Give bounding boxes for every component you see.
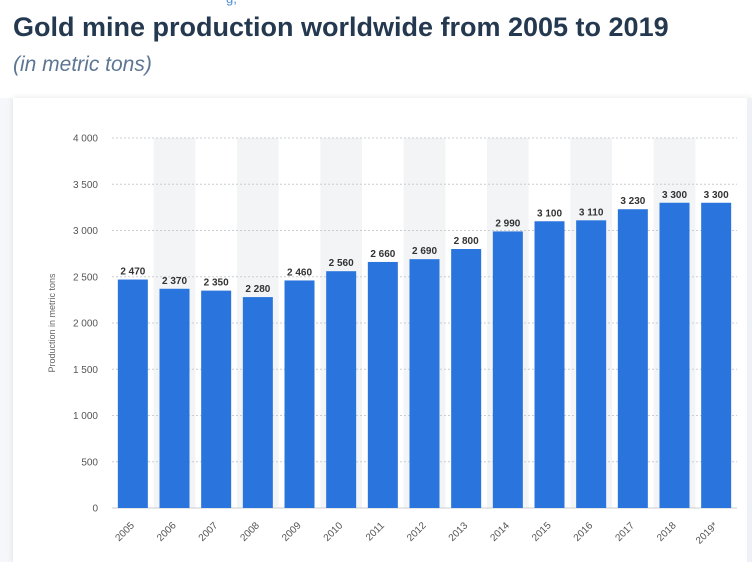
value-label: 2 660 [370,249,395,260]
header-area: g, Gold mine production worldwide from 2… [0,0,752,98]
bar [201,290,232,508]
bar [451,249,482,508]
y-tick-label: 3 000 [73,226,98,237]
bar [534,221,565,508]
bars [117,202,732,509]
x-tick-label: 2019* [694,520,720,546]
value-label: 2 280 [245,284,270,295]
x-tick-label: 2005 [113,520,137,544]
x-tick-label: 2007 [197,520,221,544]
value-label: 3 110 [579,207,604,218]
bar [659,202,690,508]
value-label: 3 100 [537,208,562,219]
bar [617,209,648,508]
value-labels: 2 470 2 370 2 350 2 280 2 460 2 560 2 660 2 690… [120,190,729,295]
y-axis-ticks: 0 500 1 000 1 500 2 000 2 500 3 000 3 500 4 000 [73,134,98,515]
x-tick-label: 2018 [655,520,679,544]
chart-card: 0 500 1 000 1 500 2 000 2 500 3 000 3 500 4 000 … [13,98,752,562]
y-tick-label: 3 500 [73,180,98,191]
value-label: 2 470 [120,267,145,278]
x-tick-label: 2014 [488,520,512,544]
value-label: 2 460 [287,267,312,278]
bar [367,261,398,508]
x-tick-label: 2013 [447,520,471,544]
bar [242,297,273,508]
y-tick-label: 1 500 [73,365,98,376]
y-tick-label: 2 500 [73,272,98,283]
y-axis-label: Production in metric tons [47,273,57,373]
value-label: 3 300 [704,190,729,201]
bar [409,259,440,508]
x-tick-label: 2010 [322,520,346,544]
bar [284,280,315,508]
y-tick-label: 500 [81,457,98,468]
value-label: 2 690 [412,246,437,257]
x-tick-label: 2016 [572,520,596,544]
bar [701,202,732,508]
value-label: 2 990 [495,218,520,229]
value-label: 2 350 [204,278,229,289]
x-tick-label: 2006 [155,520,179,544]
value-label: 2 560 [329,258,354,269]
y-tick-label: 0 [92,504,98,515]
bar [492,231,523,509]
x-tick-label: 2015 [530,520,554,544]
page-title: Gold mine production worldwide from 2005… [13,12,669,42]
x-tick-label: 2017 [613,520,637,544]
y-tick-label: 4 000 [73,134,98,145]
bar [576,220,607,508]
value-label: 3 230 [620,196,645,207]
value-label: 2 370 [162,276,187,287]
x-axis-ticks: 2005 2006 2007 2008 2009 2010 2011 2012 2013 2014… [113,520,720,547]
x-tick-label: 2011 [364,520,387,543]
bar [326,271,357,508]
x-tick-label: 2012 [405,520,429,544]
x-tick-label: 2008 [238,520,262,544]
value-label: 3 300 [662,190,687,201]
bar [117,279,148,508]
page-subtitle: (in metric tons) [13,53,152,76]
breadcrumb-fragment[interactable]: g, [226,0,237,6]
card-edge [747,98,752,562]
value-label: 2 800 [454,236,479,247]
y-tick-label: 1 000 [73,411,98,422]
bar [159,288,190,508]
x-tick-label: 2009 [280,520,304,544]
y-tick-label: 2 000 [73,319,98,330]
